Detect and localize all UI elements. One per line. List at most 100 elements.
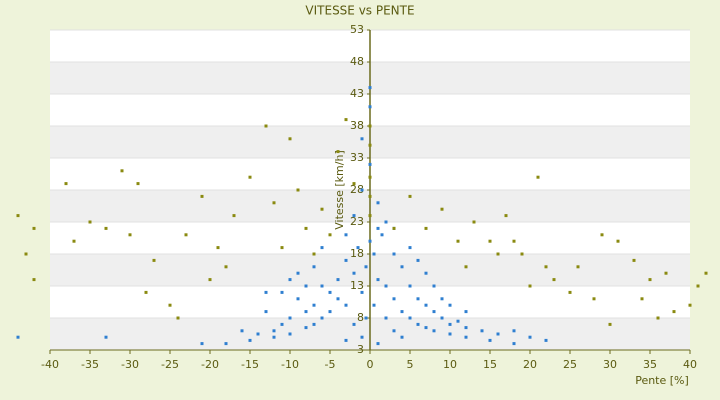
point xyxy=(280,322,284,326)
point xyxy=(380,233,384,237)
point xyxy=(448,332,452,336)
point xyxy=(304,284,308,288)
y-tick-label: 18 xyxy=(350,247,364,260)
point xyxy=(288,137,292,141)
point xyxy=(280,246,284,250)
point xyxy=(608,322,612,326)
point xyxy=(264,124,268,128)
x-tick-label: -5 xyxy=(325,358,336,371)
point xyxy=(288,278,292,282)
point xyxy=(344,258,348,262)
point xyxy=(512,239,516,243)
x-tick-label: 10 xyxy=(443,358,457,371)
point xyxy=(288,332,292,336)
point xyxy=(488,239,492,243)
point xyxy=(376,226,380,230)
point xyxy=(528,284,532,288)
point xyxy=(216,246,220,250)
point xyxy=(368,162,372,166)
point xyxy=(576,265,580,269)
point xyxy=(456,319,460,323)
point xyxy=(364,316,368,320)
point xyxy=(424,326,428,330)
point xyxy=(504,214,508,218)
point xyxy=(296,271,300,275)
point xyxy=(632,258,636,262)
point xyxy=(384,284,388,288)
point xyxy=(352,214,356,218)
point xyxy=(440,316,444,320)
point xyxy=(368,214,372,218)
point xyxy=(392,252,396,256)
point xyxy=(200,342,204,346)
point xyxy=(264,310,268,314)
point xyxy=(264,290,268,294)
point xyxy=(368,239,372,243)
point xyxy=(392,329,396,333)
point xyxy=(304,310,308,314)
point xyxy=(312,265,316,269)
point xyxy=(136,182,140,186)
point xyxy=(360,290,364,294)
point xyxy=(176,316,180,320)
point xyxy=(672,310,676,314)
point xyxy=(704,271,708,275)
y-tick-label: 8 xyxy=(357,311,364,324)
point xyxy=(312,322,316,326)
point xyxy=(376,342,380,346)
point xyxy=(512,342,516,346)
point xyxy=(32,226,36,230)
x-tick-label: -25 xyxy=(161,358,179,371)
point xyxy=(656,316,660,320)
x-tick-label: -40 xyxy=(41,358,59,371)
point xyxy=(248,175,252,179)
point xyxy=(184,233,188,237)
point xyxy=(400,335,404,339)
x-tick-label: -20 xyxy=(201,358,219,371)
point xyxy=(544,338,548,342)
point xyxy=(512,329,516,333)
point xyxy=(224,342,228,346)
point xyxy=(32,278,36,282)
point xyxy=(432,284,436,288)
point xyxy=(104,335,108,339)
point xyxy=(152,258,156,262)
point xyxy=(328,290,332,294)
point xyxy=(448,322,452,326)
point xyxy=(416,258,420,262)
point xyxy=(432,329,436,333)
point xyxy=(376,201,380,205)
point xyxy=(120,169,124,173)
point xyxy=(688,303,692,307)
point xyxy=(424,303,428,307)
y-tick-label: 38 xyxy=(350,119,364,132)
point xyxy=(232,214,236,218)
point xyxy=(360,188,364,192)
point xyxy=(472,220,476,224)
point xyxy=(600,233,604,237)
point xyxy=(368,194,372,198)
point xyxy=(200,194,204,198)
point xyxy=(320,284,324,288)
point xyxy=(400,310,404,314)
point xyxy=(368,124,372,128)
point xyxy=(496,332,500,336)
point xyxy=(224,265,228,269)
point xyxy=(368,105,372,109)
point xyxy=(352,182,356,186)
point xyxy=(64,182,68,186)
point xyxy=(320,207,324,211)
point xyxy=(328,233,332,237)
point xyxy=(696,284,700,288)
point xyxy=(400,265,404,269)
point xyxy=(664,271,668,275)
point xyxy=(384,220,388,224)
point xyxy=(416,297,420,301)
x-tick-label: -30 xyxy=(121,358,139,371)
x-tick-label: 5 xyxy=(407,358,414,371)
point xyxy=(440,297,444,301)
point xyxy=(464,326,468,330)
point xyxy=(208,278,212,282)
point xyxy=(424,226,428,230)
point xyxy=(488,338,492,342)
